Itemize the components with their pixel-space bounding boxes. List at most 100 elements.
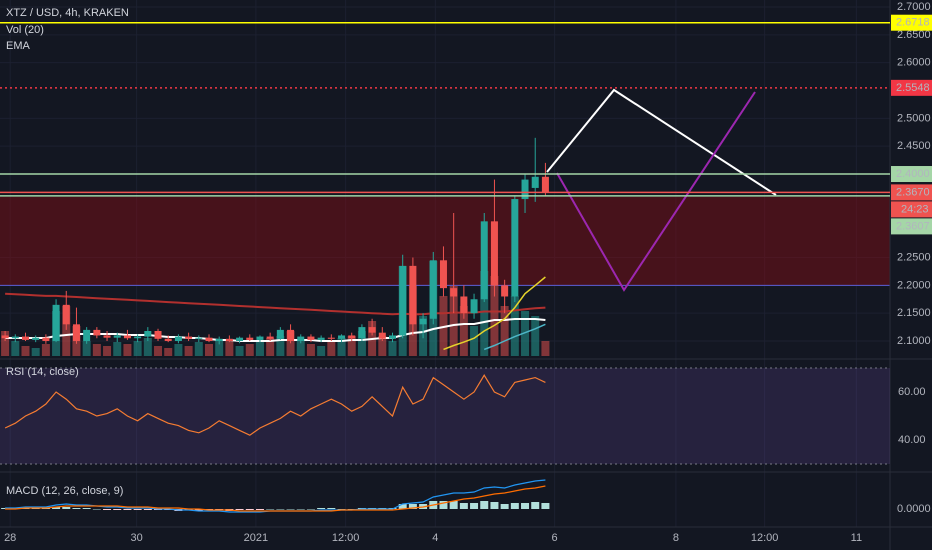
volume-bar	[82, 341, 91, 356]
volume-bar	[510, 296, 519, 356]
volume-bar	[378, 336, 387, 356]
y-tick-label: 2.5000	[897, 112, 931, 124]
candle-body	[144, 331, 152, 337]
macd-hist-bar	[62, 507, 71, 509]
macd-hist-bar	[113, 509, 122, 510]
price-label: 2.3670	[896, 186, 930, 198]
volume-bar	[41, 344, 50, 356]
macd-hist-bar	[52, 507, 61, 509]
candle-body	[490, 221, 498, 286]
volume-bar	[388, 341, 397, 356]
x-tick-label: 11	[851, 532, 862, 544]
candle-body	[439, 260, 447, 289]
rsi-band	[0, 367, 890, 464]
candle-body	[388, 335, 396, 339]
price-label-bg	[891, 218, 932, 235]
candle-body	[368, 327, 376, 333]
x-tick-label: 2021	[244, 532, 268, 544]
y-tick-label: 2.1500	[897, 307, 931, 319]
volume-bar	[459, 306, 468, 356]
x-tick-label: 12:00	[332, 532, 360, 544]
candle-body	[511, 199, 519, 297]
macd-hist-bar	[459, 503, 468, 509]
volume-bar	[255, 341, 264, 356]
y-tick-label: 0.0000	[897, 503, 931, 515]
macd-hist-bar	[510, 503, 519, 509]
volume-bar	[225, 341, 234, 356]
volume-bar	[449, 286, 458, 356]
x-tick-label: 30	[130, 532, 142, 544]
volume-bar	[113, 342, 122, 356]
candle-body	[195, 337, 203, 339]
y-tick-label: 2.1000	[897, 335, 931, 347]
x-tick-label: 4	[432, 532, 438, 544]
macd-hist-bar	[143, 509, 152, 510]
macd-hist-bar	[398, 504, 407, 509]
candle-body	[83, 329, 91, 342]
macd-hist-bar	[347, 509, 356, 510]
price-label-bg	[891, 166, 932, 183]
volume-bar	[245, 344, 254, 356]
candle-body	[460, 296, 468, 314]
candle-body	[52, 304, 60, 342]
volume-bar	[21, 346, 30, 356]
price-label-bg	[891, 14, 932, 31]
candle-body	[531, 176, 539, 188]
x-tick-label: 8	[673, 532, 679, 544]
macd-hist-bar	[490, 502, 499, 509]
macd-hist-bar	[470, 503, 479, 509]
volume-bar	[11, 341, 20, 356]
candle-body	[123, 335, 131, 339]
candle-body	[11, 336, 19, 339]
candle-body	[480, 221, 488, 300]
candle-body	[32, 337, 40, 340]
y-tick-label: 2.6500	[897, 29, 931, 41]
price-label: 2.6718	[896, 17, 930, 29]
rsi-pane: 60.00 40.00	[0, 367, 926, 465]
legend-entry: EMA	[6, 40, 31, 52]
y-tick-label: 60.00	[898, 386, 926, 398]
drawings	[546, 88, 777, 292]
volume-bar	[266, 338, 275, 356]
volume-bar	[154, 346, 163, 356]
candle-body	[256, 336, 264, 340]
macd-hist-bar	[103, 509, 112, 510]
macd-hist-bar	[245, 509, 254, 510]
volume-bar	[143, 338, 152, 356]
volume-bar	[276, 336, 285, 356]
candle-body	[1, 335, 9, 339]
candle-body	[164, 338, 172, 342]
candle-body	[246, 337, 254, 340]
countdown: 24:23	[901, 203, 929, 215]
candle-body	[399, 265, 407, 336]
price-label-bg	[891, 184, 932, 201]
y-tick-label: 40.00	[898, 434, 926, 446]
price-label: 2.5548	[896, 82, 930, 94]
macd-hist-bar	[82, 508, 91, 509]
ema-line	[483, 323, 546, 351]
volume-bar	[306, 344, 315, 356]
candle-body	[541, 176, 549, 193]
x-tick-label: 28	[4, 532, 16, 544]
volume-bar	[480, 271, 489, 356]
macd-hist-bar	[1, 508, 10, 509]
candle-body	[21, 336, 29, 340]
volume-bar	[235, 346, 244, 356]
volume-bar	[521, 311, 530, 356]
y-tick-label: 2.2000	[897, 279, 931, 291]
macd-hist-bar	[500, 504, 509, 509]
macd-hist-bar	[439, 501, 448, 509]
candle-body	[205, 337, 213, 342]
candle-body	[338, 335, 346, 339]
volume-bar	[174, 344, 183, 356]
volume-bar	[164, 348, 173, 356]
volume-bar	[490, 276, 499, 356]
macd-hist-bar	[337, 509, 346, 510]
volume-bar	[184, 346, 193, 356]
volume-bar	[500, 306, 509, 356]
macd-hist-bar	[306, 509, 315, 510]
macd-hist-bar	[408, 504, 417, 509]
